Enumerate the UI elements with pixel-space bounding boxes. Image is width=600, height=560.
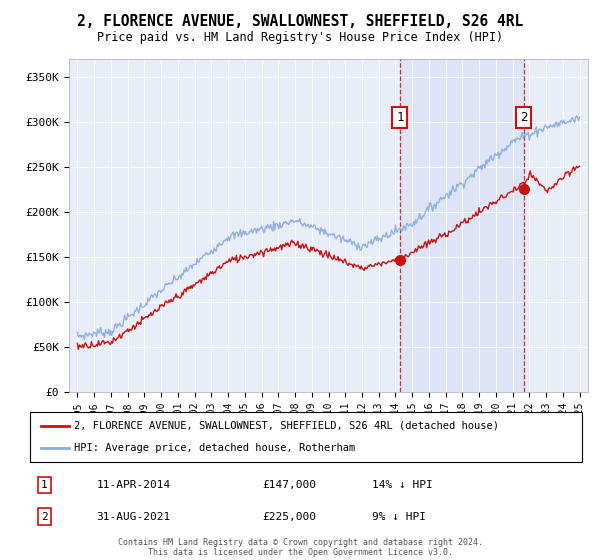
Text: Price paid vs. HM Land Registry's House Price Index (HPI): Price paid vs. HM Land Registry's House … (97, 31, 503, 44)
Text: 31-AUG-2021: 31-AUG-2021 (96, 512, 170, 521)
Text: £147,000: £147,000 (262, 480, 316, 490)
Text: 2, FLORENCE AVENUE, SWALLOWNEST, SHEFFIELD, S26 4RL (detached house): 2, FLORENCE AVENUE, SWALLOWNEST, SHEFFIE… (74, 421, 499, 431)
Text: 2: 2 (41, 512, 48, 521)
Bar (400, 59, 524, 392)
Text: HPI: Average price, detached house, Rotherham: HPI: Average price, detached house, Roth… (74, 443, 355, 453)
Text: £225,000: £225,000 (262, 512, 316, 521)
Text: 14% ↓ HPI: 14% ↓ HPI (372, 480, 433, 490)
Text: Contains HM Land Registry data © Crown copyright and database right 2024.
This d: Contains HM Land Registry data © Crown c… (118, 538, 482, 557)
FancyBboxPatch shape (30, 412, 582, 462)
Text: 1: 1 (41, 480, 48, 490)
Text: 9% ↓ HPI: 9% ↓ HPI (372, 512, 426, 521)
Text: 2, FLORENCE AVENUE, SWALLOWNEST, SHEFFIELD, S26 4RL: 2, FLORENCE AVENUE, SWALLOWNEST, SHEFFIE… (77, 14, 523, 29)
Text: 1: 1 (396, 111, 404, 124)
Text: 11-APR-2014: 11-APR-2014 (96, 480, 170, 490)
Text: 2: 2 (520, 111, 527, 124)
